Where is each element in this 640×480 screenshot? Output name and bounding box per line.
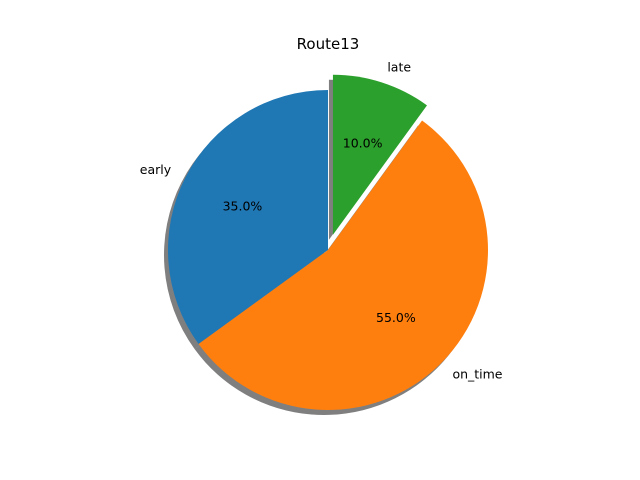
slice-late — [332, 74, 427, 235]
slices — [167, 74, 488, 410]
pct-label-late: 10.0% — [343, 135, 383, 150]
slice-early — [167, 90, 328, 345]
pct-label-early: 35.0% — [223, 198, 263, 213]
slice-on-time — [198, 120, 488, 410]
labels: early 35.0% on_time 55.0% late 10.0% — [140, 59, 503, 381]
slice-label-early: early — [140, 162, 172, 177]
slice-label-late: late — [387, 59, 411, 74]
slice-label-on-time: on_time — [452, 366, 502, 381]
pct-label-on-time: 55.0% — [376, 310, 416, 325]
chart-title: Route13 — [297, 35, 360, 53]
